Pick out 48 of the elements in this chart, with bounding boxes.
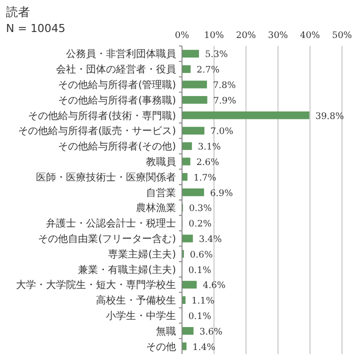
data-label: 3.4% <box>198 235 222 245</box>
y-tick-label: その他給与所得者(管理職) <box>58 79 176 91</box>
data-label: 3.6% <box>200 327 223 338</box>
data-label: 1.4% <box>192 342 216 353</box>
data-label: 4.6% <box>202 281 226 292</box>
data-label: 0.3% <box>188 204 212 214</box>
text: 読者 <box>6 5 30 19</box>
y-tick-label: 農林漁業 <box>136 202 176 214</box>
data-label: 7.9% <box>213 96 237 106</box>
y-tick-label: 会社・団体の経営者・役員 <box>56 64 176 76</box>
x-tick-label: 20% <box>236 31 256 41</box>
y-tick-label: 教職員 <box>146 156 176 168</box>
data-label: 7.0% <box>210 127 234 138</box>
data-label: 2.6% <box>196 158 220 168</box>
x-tick-label: 10% <box>204 31 224 41</box>
y-tick-label: 弁護士・公認会計士・税理士 <box>46 218 176 230</box>
text: N = 10045 <box>6 22 66 35</box>
y-tick-label: 大学・大学院生・短大・専門学校生 <box>16 279 176 292</box>
y-tick-label: 医師・医療技術士・医療関係者 <box>36 171 176 184</box>
data-label: 5.3% <box>204 50 228 60</box>
y-tick-label: 兼業・有職主婦(主夫) <box>78 264 176 276</box>
y-tick-label: 無職 <box>156 325 176 338</box>
data-label: 7.8% <box>212 81 236 91</box>
y-tick-label: その他給与所得者(販売・サービス) <box>18 125 176 138</box>
data-label: 39.8% <box>315 112 344 122</box>
y-tick-label: その他 <box>146 340 176 353</box>
y-tick-label: その他自由業(フリーター含む) <box>38 233 176 245</box>
data-label: 6.9% <box>210 188 234 199</box>
data-label: 1.1% <box>192 296 215 307</box>
data-label: 0.1% <box>188 312 212 322</box>
y-tick-label: 自営業 <box>146 186 176 199</box>
x-tick-label: 0% <box>174 31 190 41</box>
y-tick-label: 小学生・中学生 <box>106 310 176 322</box>
y-tick-label: その他給与所得者(事務職) <box>58 94 176 106</box>
data-label: 0.2% <box>188 220 212 230</box>
data-label: 2.7% <box>196 66 220 76</box>
x-tick-label: 40% <box>300 31 320 41</box>
x-tick-label: 50% <box>332 31 352 41</box>
data-label: 0.1% <box>188 266 212 276</box>
y-tick-label: その他給与所得者(技術・専門職) <box>28 110 176 122</box>
data-label: 0.6% <box>190 250 214 260</box>
y-tick-label: 高校生・予備校生 <box>96 294 176 307</box>
y-tick-label: 公務員・非営利団体職員 <box>66 48 176 60</box>
data-label: 3.1% <box>198 142 222 153</box>
x-tick-label: 30% <box>268 31 288 41</box>
y-tick-label: 専業主婦(主夫) <box>108 248 176 260</box>
data-label: 1.7% <box>193 173 217 184</box>
y-tick-label: その他給与所得者(その他) <box>58 140 176 153</box>
